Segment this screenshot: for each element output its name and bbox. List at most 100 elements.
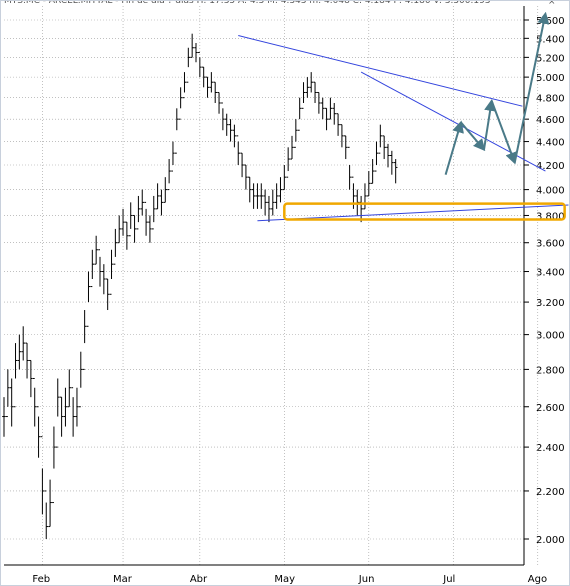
price-bar: [274, 183, 279, 209]
support-zone-box: [283, 202, 566, 221]
price-bar: [340, 124, 344, 148]
price-bar: [82, 310, 87, 370]
price-bar: [336, 113, 340, 136]
price-bar: [363, 183, 367, 210]
y-tick-label: 2.000: [536, 535, 565, 546]
price-bar: [9, 378, 14, 427]
price-bar: [144, 201, 148, 236]
price-bar: [105, 278, 110, 311]
price-bar: [236, 135, 241, 166]
price-bar: [29, 359, 33, 398]
price-bar: [390, 150, 394, 175]
price-bar: [205, 76, 210, 98]
y-tick-label: 3.400: [536, 268, 565, 279]
price-bar: [244, 164, 248, 190]
y-tick-label: 2.600: [536, 403, 565, 414]
price-bar: [117, 215, 121, 244]
price-bar: [113, 228, 118, 265]
price-bar: [224, 113, 229, 136]
price-bar: [63, 387, 68, 427]
price-bar: [171, 141, 175, 172]
price-bar: [232, 124, 237, 148]
price-bar: [328, 97, 333, 120]
price-bar: [313, 81, 317, 103]
price-bar: [182, 72, 187, 99]
price-bar: [386, 143, 390, 168]
price-bar: [109, 249, 114, 295]
price-bar: [36, 406, 41, 458]
y-tick-label: 4.200: [536, 161, 565, 172]
price-bar: [282, 165, 287, 191]
price-bar: [278, 177, 283, 203]
projection-arrow: [513, 11, 550, 163]
price-bar: [324, 107, 329, 131]
projection-arrow: [444, 120, 464, 175]
y-tick-label: 2.800: [536, 365, 565, 376]
price-bar: [209, 72, 214, 93]
price-bar: [55, 378, 60, 448]
price-bar: [48, 479, 52, 528]
price-bar: [140, 189, 145, 216]
price-bar: [367, 171, 371, 197]
price-bar: [13, 343, 18, 408]
price-bar: [343, 135, 348, 160]
y-tick-label: 4.000: [536, 186, 565, 197]
x-tick-label: Jul: [442, 574, 455, 585]
y-tick-label: 2.200: [536, 487, 565, 498]
x-tick-label: May: [274, 574, 295, 585]
price-bar: [378, 124, 383, 154]
price-bar: [75, 387, 79, 427]
price-bar: [194, 43, 198, 63]
price-bar: [6, 369, 10, 418]
y-tick-label: 3.800: [536, 211, 565, 222]
price-bar: [370, 159, 375, 184]
y-tick-label: 3.600: [536, 239, 565, 250]
price-bar: [17, 334, 22, 370]
y-tick-label: 4.400: [536, 138, 565, 149]
price-bar: [271, 189, 275, 216]
price-bar: [251, 183, 256, 209]
y-tick-label: 3.200: [536, 298, 565, 309]
price-bar: [163, 177, 168, 203]
y-tick-label: 4.600: [536, 115, 565, 126]
price-bar: [155, 183, 160, 210]
price-bar: [94, 235, 98, 265]
x-tick-label: Mar: [113, 574, 133, 585]
price-bar: [125, 221, 129, 250]
price-bar: [98, 249, 102, 287]
price-bar: [90, 249, 95, 288]
price-bar: [178, 87, 183, 120]
price-bar: [71, 387, 75, 437]
price-bar: [213, 81, 217, 103]
y-tick-label: 2.400: [536, 443, 565, 454]
price-bar: [190, 33, 194, 58]
price-bar: [86, 271, 91, 327]
y-tick-label: 3.000: [536, 331, 565, 342]
price-bar: [102, 264, 106, 295]
close-icon[interactable]: ×: [548, 0, 556, 7]
price-bar: [221, 102, 225, 131]
price-bar: [297, 97, 302, 131]
price-bar: [32, 377, 37, 427]
price-bar: [305, 77, 310, 98]
price-bar: [59, 396, 64, 437]
price-bar: [286, 147, 290, 178]
price-bar: [201, 66, 206, 88]
price-bar: [217, 91, 221, 114]
price-bar: [317, 91, 321, 114]
x-tick-label: Feb: [32, 574, 50, 585]
price-bar: [309, 72, 313, 93]
y-tick-label: 4.800: [536, 94, 565, 105]
price-bar: [259, 183, 264, 209]
projection-arrow: [483, 98, 497, 150]
trendline: [257, 204, 569, 222]
y-tick-label: 5.200: [536, 53, 565, 64]
price-bar: [44, 490, 49, 539]
price-bar: [263, 189, 267, 216]
y-tick-label: 5.400: [536, 34, 565, 45]
price-bar: [247, 176, 252, 203]
price-bar: [347, 146, 352, 190]
